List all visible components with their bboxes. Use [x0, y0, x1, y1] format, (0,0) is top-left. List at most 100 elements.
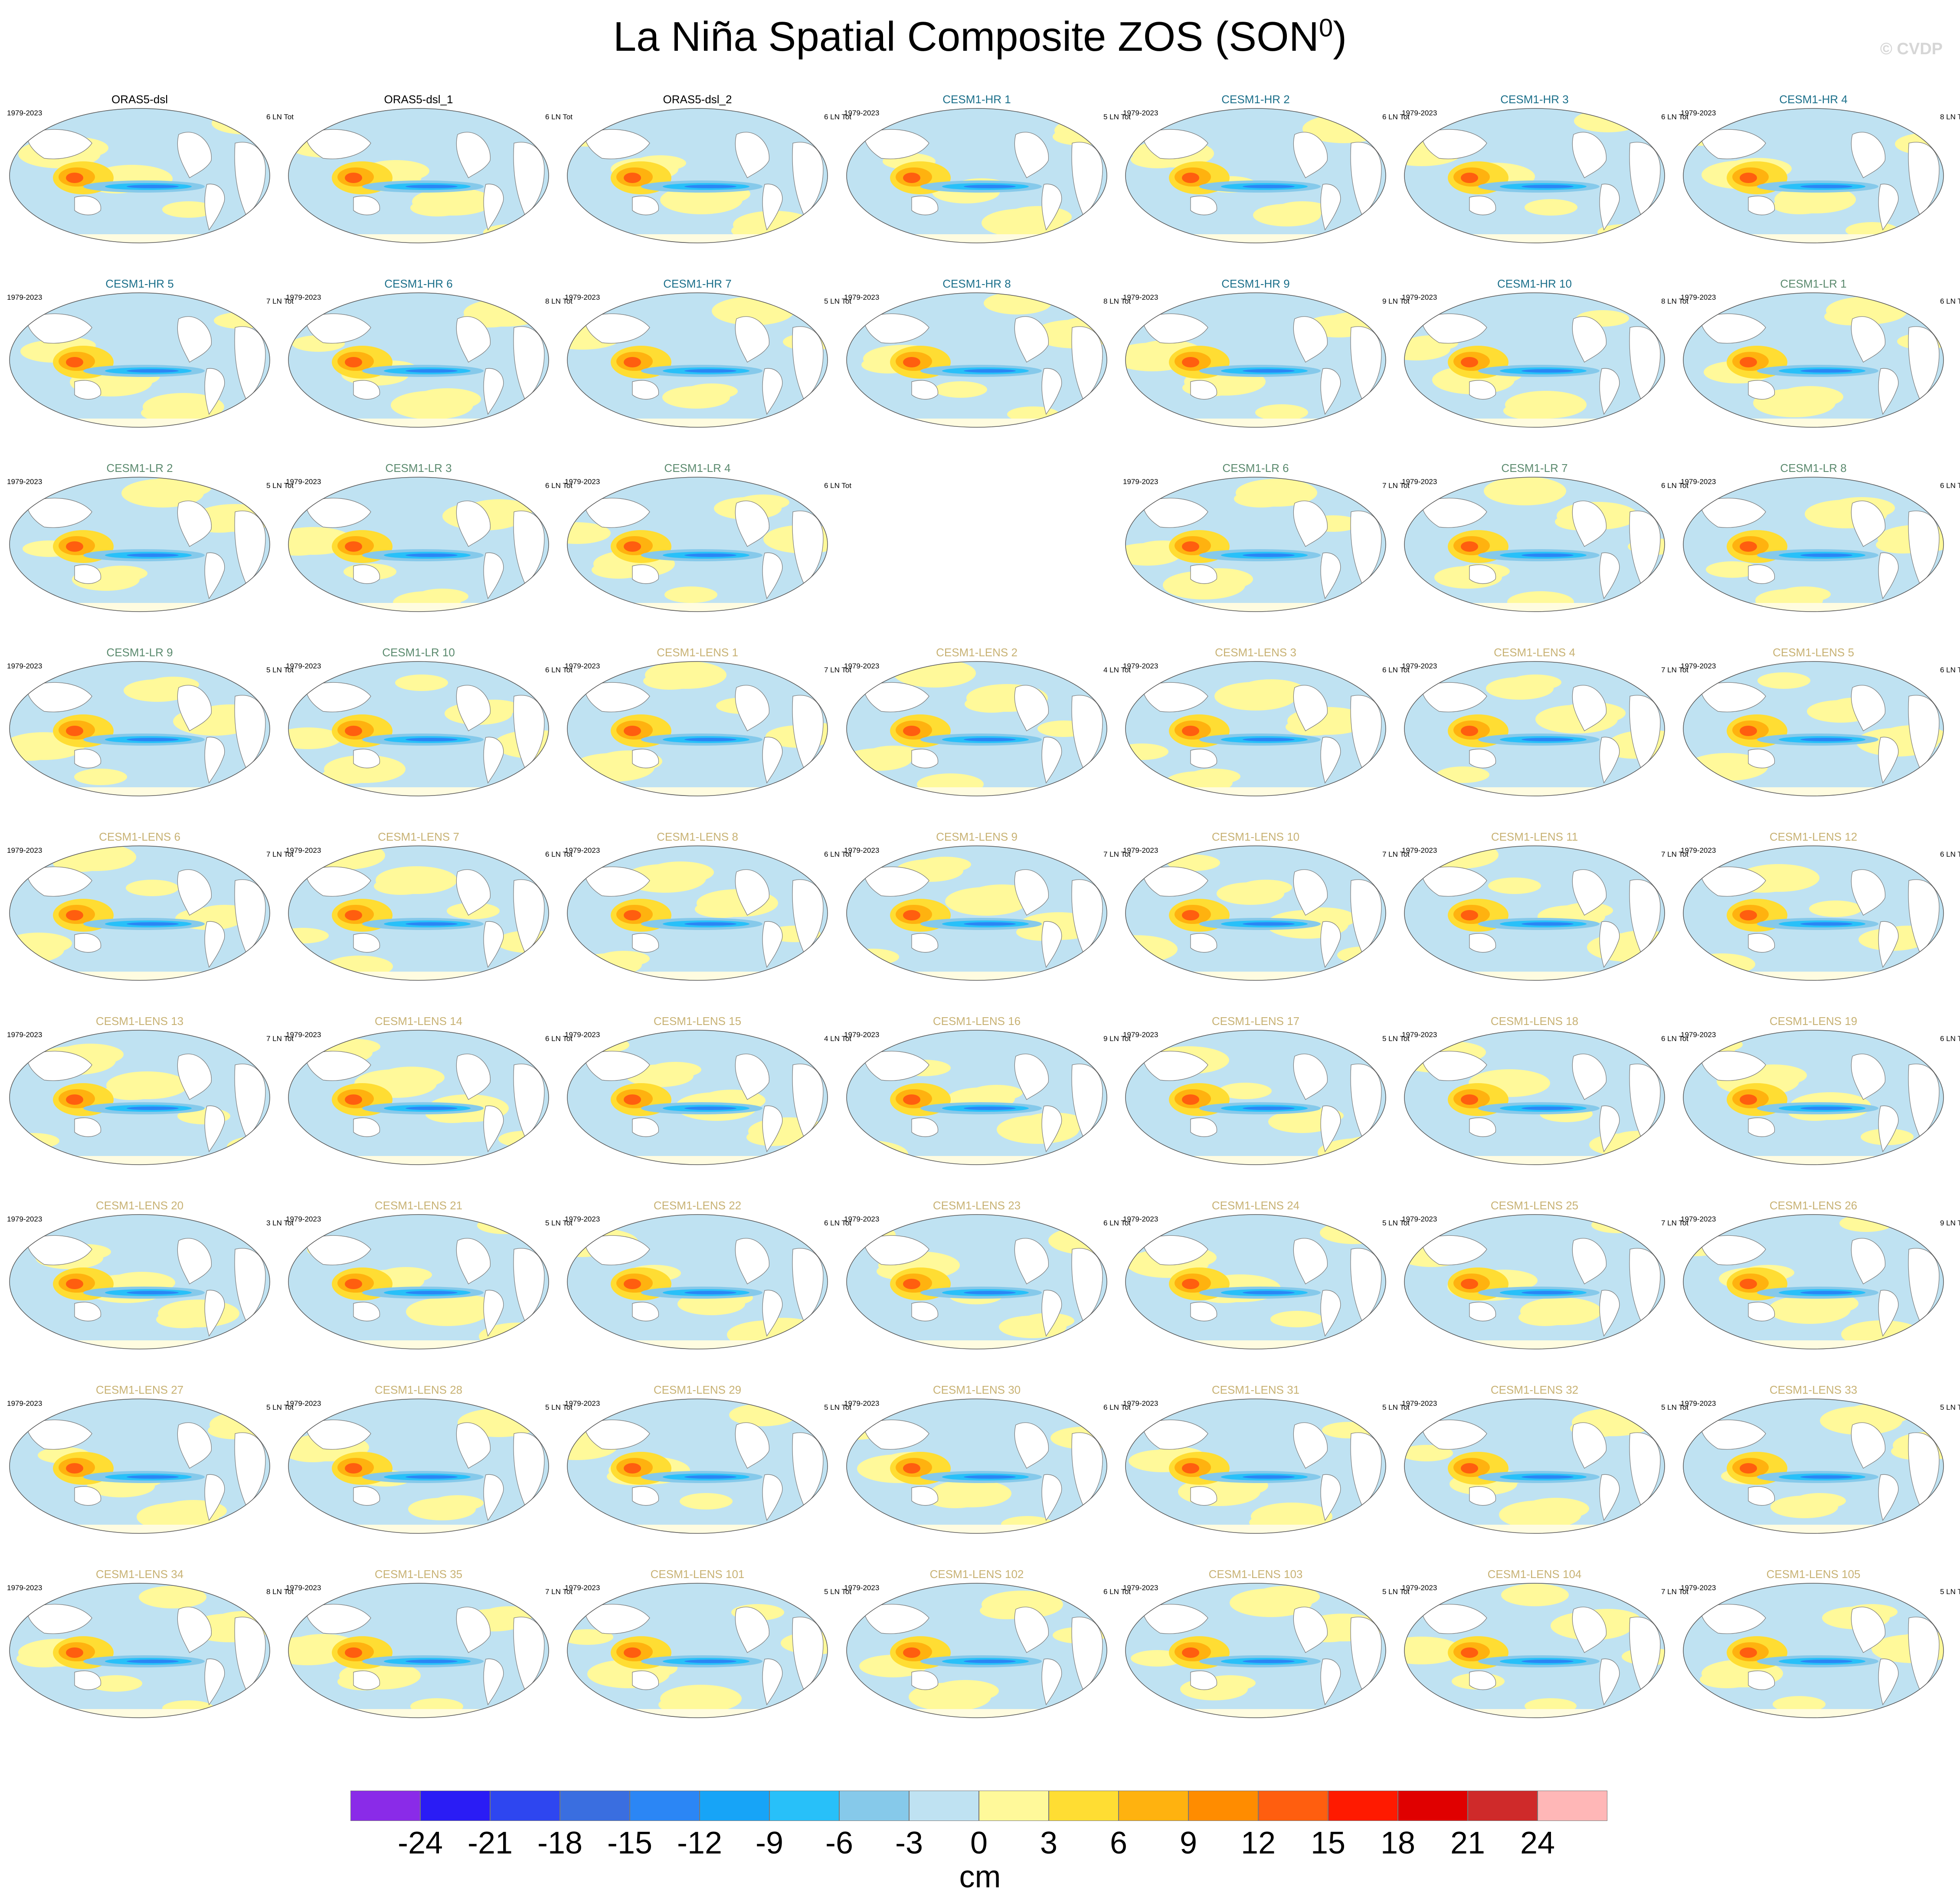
map-field — [1126, 477, 1386, 612]
panel-title: CESM1-LENS 18 — [1491, 1015, 1578, 1028]
map-field — [1126, 293, 1386, 427]
map-boundary — [1683, 1214, 1944, 1349]
map-field — [10, 1399, 270, 1533]
panel-period: 1979-2023 — [1402, 1399, 1437, 1408]
panel-event-count: 5 LN Tot — [1103, 113, 1131, 121]
colorbar-tick-label: 12 — [1240, 1826, 1276, 1860]
panel-title: CESM1-LENS 102 — [930, 1568, 1024, 1581]
map-boundary — [9, 477, 270, 612]
map-field — [1126, 1030, 1386, 1165]
map-panel: ORAS5-dsl_2 6 LN Tot — [567, 93, 851, 243]
map-panel: CESM1-LENS 18 1979-2023 6 LN Tot — [1402, 1015, 1688, 1165]
colorbar-swatch — [490, 1791, 560, 1821]
panel-title: CESM1-LENS 14 — [375, 1015, 462, 1028]
map-panel: CESM1-HR 3 1979-2023 6 LN Tot — [1402, 93, 1688, 243]
map-panel: CESM1-LR 7 1979-2023 6 LN Tot — [1402, 462, 1688, 612]
map-panel: CESM1-LENS 26 1979-2023 9 LN Tot — [1681, 1199, 1960, 1349]
map-panel: CESM1-LENS 16 1979-2023 9 LN Tot — [844, 1015, 1131, 1165]
colorbar-swatch — [630, 1791, 700, 1821]
map-panel: CESM1-LENS 10 1979-2023 7 LN Tot — [1123, 830, 1410, 981]
map-field — [567, 1583, 828, 1718]
panel-title: CESM1-LENS 16 — [933, 1015, 1021, 1028]
map-field — [1404, 1399, 1665, 1533]
map-boundary — [567, 1214, 828, 1349]
panel-title: CESM1-LENS 7 — [378, 830, 459, 843]
panel-event-count: 7 LN Tot — [1382, 850, 1410, 858]
colorbar-tick-label: 21 — [1450, 1826, 1486, 1860]
map-field — [847, 1399, 1107, 1533]
panel-period: 1979-2023 — [565, 846, 600, 855]
map-panel: CESM1-LENS 30 1979-2023 6 LN Tot — [844, 1383, 1131, 1534]
panel-title: CESM1-LENS 26 — [1770, 1199, 1857, 1212]
title-main: La Niña Spatial Composite ZOS (SON — [613, 13, 1319, 60]
panel-title: CESM1-LR 8 — [1780, 462, 1846, 475]
panel-title: CESM1-LENS 29 — [654, 1383, 741, 1396]
panel-period: 1979-2023 — [1681, 293, 1716, 301]
map-panel: CESM1-LENS 102 1979-2023 6 LN Tot — [844, 1568, 1131, 1718]
map-field — [288, 477, 549, 612]
panel-event-count: 6 LN Tot — [1103, 1588, 1131, 1596]
map-field — [288, 1030, 549, 1165]
map-panel: CESM1-LR 9 1979-2023 5 LN Tot — [7, 646, 294, 796]
panel-title: CESM1-LENS 101 — [651, 1568, 745, 1581]
map-boundary — [1404, 108, 1665, 243]
panel-title: CESM1-LENS 6 — [99, 830, 180, 843]
map-boundary — [1683, 292, 1944, 428]
map-boundary — [1683, 1583, 1944, 1718]
panel-title: CESM1-LR 4 — [664, 462, 730, 475]
panel-title: CESM1-LR 2 — [106, 462, 173, 475]
map-panel: CESM1-LENS 5 1979-2023 6 LN Tot — [1681, 646, 1960, 796]
panel-title: CESM1-HR 9 — [1221, 277, 1289, 290]
map-panel: CESM1-LR 4 1979-2023 6 LN Tot — [565, 462, 851, 612]
map-field — [1683, 293, 1944, 427]
panel-event-count: 6 LN Tot — [1940, 666, 1960, 674]
colorbar-swatch — [350, 1791, 420, 1821]
panel-event-count: 5 LN Tot — [824, 1588, 851, 1596]
map-field — [567, 1030, 828, 1165]
panel-event-count: 7 LN Tot — [266, 850, 294, 858]
map-field — [1683, 477, 1944, 612]
map-field — [10, 1215, 270, 1349]
panel-title: CESM1-HR 8 — [942, 277, 1011, 290]
map-field — [1404, 1215, 1665, 1349]
colorbar-tick-label: 18 — [1380, 1826, 1416, 1860]
panel-event-count: 5 LN Tot — [1940, 1588, 1960, 1596]
panel-event-count: 4 LN Tot — [1103, 666, 1131, 674]
panel-title: CESM1-LENS 25 — [1491, 1199, 1578, 1212]
map-field — [10, 477, 270, 612]
panel-period: 1979-2023 — [7, 478, 42, 486]
map-field — [1683, 1030, 1944, 1165]
panel-period: 1979-2023 — [286, 846, 321, 855]
map-field — [1683, 1399, 1944, 1533]
panel-period: 1979-2023 — [7, 1215, 42, 1223]
map-field — [1404, 477, 1665, 612]
map-boundary — [1404, 1214, 1665, 1349]
map-boundary — [846, 1030, 1107, 1165]
panel-period: 1979-2023 — [1681, 478, 1716, 486]
map-panel: CESM1-LENS 23 1979-2023 6 LN Tot — [844, 1199, 1131, 1349]
map-field — [567, 293, 828, 427]
panel-period: 1979-2023 — [844, 293, 879, 301]
map-boundary — [846, 1398, 1107, 1534]
map-boundary — [1404, 1030, 1665, 1165]
map-field — [567, 1399, 828, 1533]
map-boundary — [288, 477, 549, 612]
panel-event-count: 9 LN Tot — [1103, 1035, 1131, 1043]
panel-period: 1979-2023 — [1681, 109, 1716, 117]
map-panel: CESM1-LENS 104 1979-2023 7 LN Tot — [1402, 1568, 1688, 1718]
title-superscript: 0 — [1319, 14, 1333, 42]
panel-title: CESM1-HR 4 — [1779, 93, 1847, 106]
panel-period: 1979-2023 — [1681, 1215, 1716, 1223]
map-panel: CESM1-HR 4 1979-2023 8 LN Tot — [1681, 93, 1960, 243]
panel-title: CESM1-LR 3 — [385, 462, 452, 475]
map-boundary — [1404, 661, 1665, 796]
panel-title: CESM1-LENS 4 — [1494, 646, 1575, 659]
map-panel: CESM1-LENS 9 1979-2023 7 LN Tot — [844, 830, 1131, 981]
map-panel: CESM1-LENS 22 1979-2023 6 LN Tot — [565, 1199, 851, 1349]
panel-event-count: 8 LN Tot — [266, 1588, 294, 1596]
colorbar-swatch — [1398, 1791, 1468, 1821]
map-boundary — [288, 661, 549, 796]
map-boundary — [9, 1214, 270, 1349]
colorbar-tick-label: -18 — [537, 1826, 583, 1860]
